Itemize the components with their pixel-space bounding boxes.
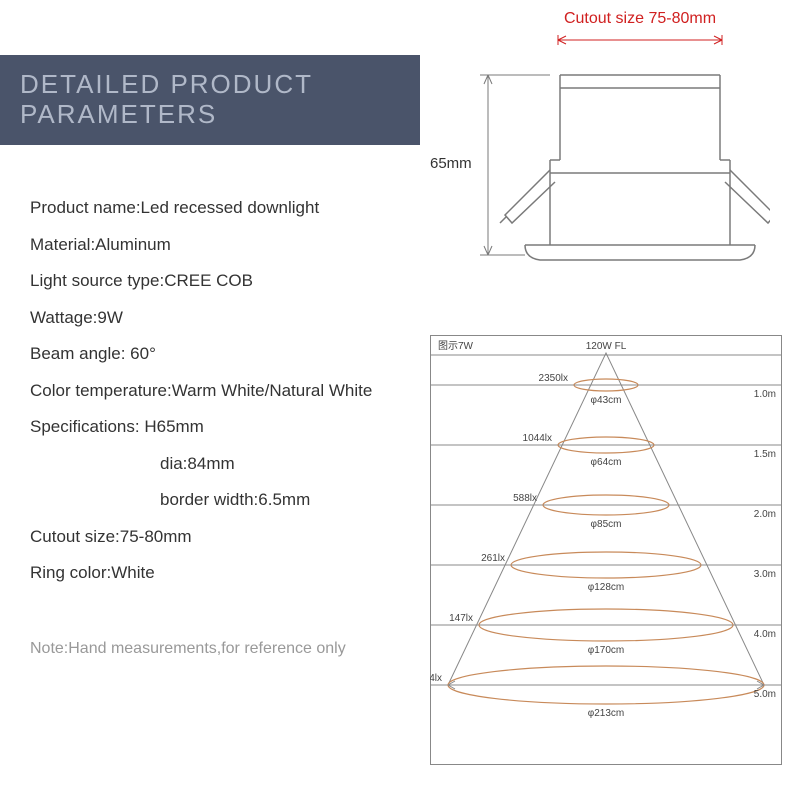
cone-diagram: 图示7W 120W FL 2350lx 1.0m φ43cm 1044lx 1.5m φ64c… bbox=[430, 335, 782, 765]
svg-text:261lx: 261lx bbox=[481, 553, 505, 564]
svg-text:120W FL: 120W FL bbox=[586, 341, 627, 352]
param-cutout: Cutout size:75-80mm bbox=[30, 519, 440, 556]
height-label: 65mm bbox=[430, 155, 472, 172]
svg-text:φ43cm: φ43cm bbox=[591, 395, 622, 406]
svg-text:147lx: 147lx bbox=[449, 613, 473, 624]
header-line2: PARAMETERS bbox=[20, 99, 217, 129]
svg-text:2350lx: 2350lx bbox=[539, 373, 568, 384]
svg-text:φ64cm: φ64cm bbox=[591, 457, 622, 468]
header-title: DETAILED PRODUCT PARAMETERS bbox=[20, 70, 313, 130]
param-note: Note:Hand measurements,for reference onl… bbox=[30, 632, 440, 666]
svg-text:1.0m: 1.0m bbox=[754, 389, 776, 400]
param-color-temp: Color temperature:Warm White/Natural Whi… bbox=[30, 373, 440, 410]
svg-text:φ128cm: φ128cm bbox=[588, 582, 625, 593]
svg-text:图示7W: 图示7W bbox=[438, 340, 474, 352]
param-product-name: Product name:Led recessed downlight bbox=[30, 190, 440, 227]
cone-svg: 图示7W 120W FL 2350lx 1.0m φ43cm 1044lx 1.5m φ64c… bbox=[430, 335, 782, 765]
svg-text:588lx: 588lx bbox=[513, 493, 537, 504]
param-spec-border: border width:6.5mm bbox=[30, 482, 440, 519]
svg-text:3.0m: 3.0m bbox=[754, 569, 776, 580]
cutout-size-label: Cutout size 75-80mm bbox=[550, 10, 730, 28]
header-bar: DETAILED PRODUCT PARAMETERS bbox=[0, 55, 420, 145]
param-material: Material:Aluminum bbox=[30, 227, 440, 264]
top-diagram: Cutout size 75-80mm 65mm bbox=[430, 10, 770, 320]
svg-text:2.0m: 2.0m bbox=[754, 509, 776, 520]
svg-text:1044lx: 1044lx bbox=[523, 433, 552, 444]
param-light-source: Light source type:CREE COB bbox=[30, 263, 440, 300]
param-ring-color: Ring color:White bbox=[30, 555, 440, 592]
downlight-drawing bbox=[430, 10, 770, 320]
svg-text:φ213cm: φ213cm bbox=[588, 708, 625, 719]
svg-text:4.0m: 4.0m bbox=[754, 629, 776, 640]
param-beam-angle: Beam angle: 60° bbox=[30, 336, 440, 373]
param-wattage: Wattage:9W bbox=[30, 300, 440, 337]
svg-text:φ170cm: φ170cm bbox=[588, 645, 625, 656]
header-line1: DETAILED PRODUCT bbox=[20, 69, 313, 99]
param-spec-dia: dia:84mm bbox=[30, 446, 440, 483]
param-spec-h: Specifications: H65mm bbox=[30, 409, 440, 446]
svg-text:94lx: 94lx bbox=[430, 673, 442, 684]
parameters-list: Product name:Led recessed downlight Mate… bbox=[30, 190, 440, 666]
svg-text:1.5m: 1.5m bbox=[754, 449, 776, 460]
svg-text:φ85cm: φ85cm bbox=[591, 519, 622, 530]
svg-text:5.0m: 5.0m bbox=[754, 689, 776, 700]
